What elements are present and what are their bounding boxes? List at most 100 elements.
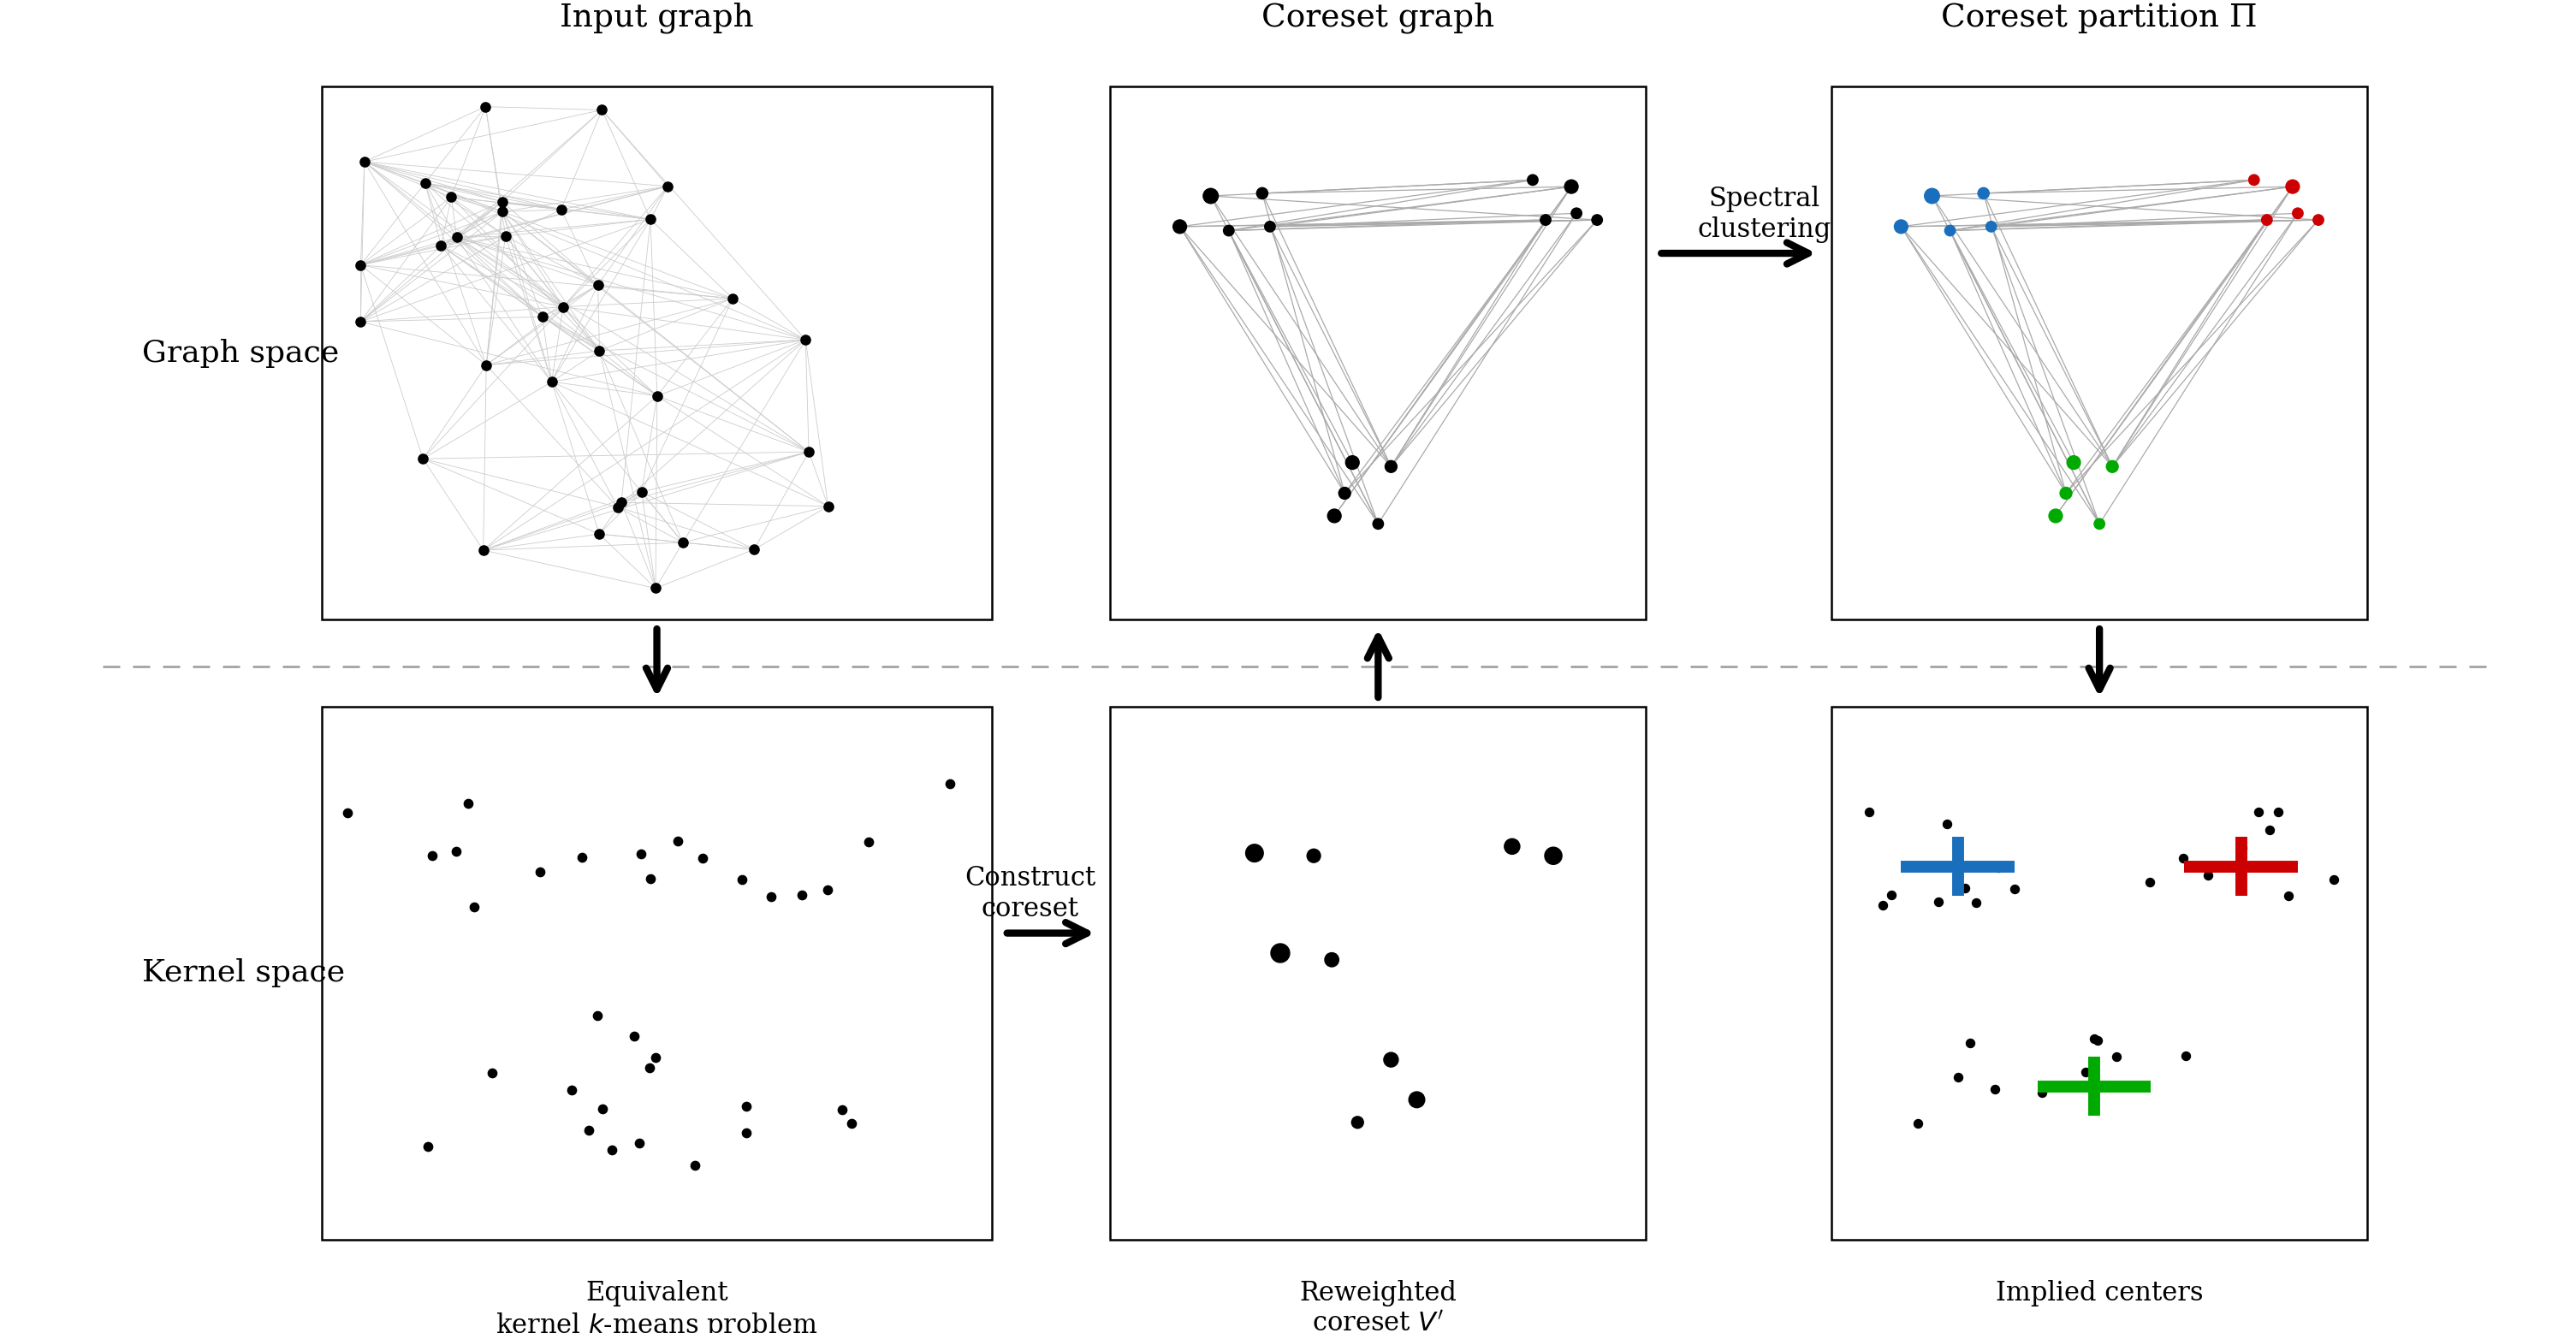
Point (1358, 513, 1399, 535)
Point (580, 524, 621, 545)
Bar (322, 706, 992, 1240)
Point (848, 832, 889, 853)
Point (453, 896, 495, 917)
Point (1242, 183, 1283, 204)
Point (1234, 842, 1275, 864)
Point (1249, 216, 1291, 237)
Point (2076, 1029, 2117, 1050)
Point (412, 845, 453, 866)
Point (1937, 1066, 1978, 1088)
Point (1311, 949, 1352, 970)
Point (471, 1062, 513, 1084)
Point (435, 227, 477, 248)
Point (629, 1057, 670, 1078)
Point (631, 209, 672, 231)
Point (2272, 176, 2313, 197)
Text: Coreset partition Π: Coreset partition Π (1942, 3, 2257, 33)
Point (1396, 1089, 1437, 1110)
Point (2094, 1046, 2136, 1068)
Point (1208, 220, 1249, 241)
Point (1332, 452, 1373, 473)
Point (466, 355, 507, 376)
Point (1577, 209, 1618, 231)
Bar (1110, 87, 1646, 620)
Point (1963, 183, 2004, 204)
Text: Construct
coreset: Construct coreset (966, 865, 1095, 922)
Text: Implied centers: Implied centers (1996, 1280, 2202, 1306)
Point (1955, 892, 1996, 913)
Point (621, 842, 662, 864)
Text: Spectral
clustering: Spectral clustering (1698, 185, 1832, 243)
Point (420, 235, 461, 256)
Point (577, 1005, 618, 1026)
Point (2187, 865, 2228, 886)
Point (1929, 220, 1971, 241)
Point (2313, 869, 2354, 890)
Point (484, 225, 526, 247)
Point (1324, 483, 1365, 504)
Point (582, 99, 623, 120)
Point (1370, 1049, 1412, 1070)
Point (340, 311, 381, 332)
Point (531, 371, 572, 392)
Point (711, 288, 752, 309)
Text: Kernel space: Kernel space (142, 958, 345, 988)
Bar (1110, 706, 1646, 1240)
Text: Input graph: Input graph (559, 3, 755, 33)
Point (482, 201, 523, 223)
Point (647, 176, 688, 197)
Point (621, 481, 662, 503)
Point (2267, 885, 2308, 906)
Point (1337, 1112, 1378, 1133)
Text: Reweighted
coreset $V'$: Reweighted coreset $V'$ (1298, 1280, 1458, 1333)
Point (1899, 1113, 1940, 1134)
Point (636, 385, 677, 407)
Point (662, 532, 703, 553)
Point (2074, 1028, 2115, 1049)
Bar (1832, 706, 2367, 1240)
Point (2239, 801, 2280, 822)
Point (2277, 203, 2318, 224)
Point (569, 1120, 611, 1141)
Point (407, 1136, 448, 1157)
Point (2161, 848, 2202, 869)
Point (2045, 483, 2087, 504)
Point (1159, 216, 1200, 237)
Point (634, 577, 675, 599)
Point (806, 496, 848, 517)
Bar (322, 87, 992, 620)
Point (1870, 885, 1911, 906)
Point (1512, 169, 1553, 191)
Point (726, 1122, 768, 1144)
Point (2022, 1082, 2063, 1104)
Point (2128, 872, 2169, 893)
Point (541, 199, 582, 220)
Point (613, 1025, 654, 1046)
Point (788, 441, 829, 463)
Point (2246, 209, 2287, 231)
Point (829, 1112, 871, 1133)
Point (1927, 813, 1968, 834)
Point (1525, 209, 1566, 231)
Point (1945, 877, 1986, 898)
Point (520, 307, 562, 328)
Point (930, 773, 971, 794)
Point (2097, 1076, 2138, 1097)
Point (551, 1078, 592, 1100)
Point (327, 802, 368, 824)
Point (2249, 820, 2290, 841)
Point (2298, 209, 2339, 231)
Point (683, 848, 724, 869)
Point (2079, 513, 2120, 535)
Point (1950, 1033, 1991, 1054)
Point (1880, 216, 1922, 237)
Point (1551, 176, 1592, 197)
Point (464, 540, 505, 561)
Point (577, 275, 618, 296)
Point (618, 1133, 659, 1154)
Point (340, 255, 381, 276)
Point (781, 884, 822, 905)
Point (1911, 185, 1953, 207)
Point (2233, 169, 2275, 191)
Point (435, 841, 477, 862)
